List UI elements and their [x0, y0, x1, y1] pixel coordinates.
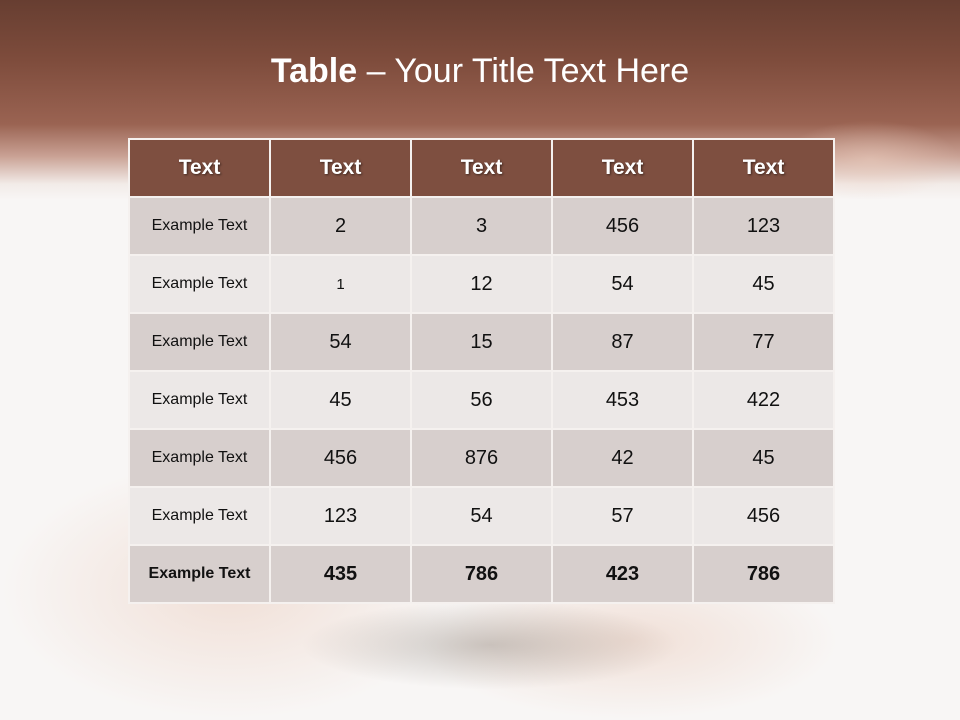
table-cell: 786: [692, 544, 835, 604]
table-cell: 57: [551, 486, 694, 546]
table-cell: 3: [410, 196, 553, 256]
row-label: Example Text: [128, 312, 271, 372]
table-cell: 54: [269, 312, 412, 372]
table-cell: 2: [269, 196, 412, 256]
row-label: Example Text: [128, 544, 271, 604]
row-label: Example Text: [128, 196, 271, 256]
table-cell: 45: [692, 254, 835, 314]
table-cell: 42: [551, 428, 694, 488]
table-row: Example Text 123 54 57 456: [128, 486, 835, 546]
table-cell: 77: [692, 312, 835, 372]
table-cell: 456: [551, 196, 694, 256]
table-cell: 453: [551, 370, 694, 430]
header-cell: Text: [410, 138, 553, 198]
table-cell: 123: [692, 196, 835, 256]
table-cell: 54: [410, 486, 553, 546]
table-row: Example Text 54 15 87 77: [128, 312, 835, 372]
table-cell: 15: [410, 312, 553, 372]
table-cell: 1: [269, 254, 412, 314]
table-cell: 56: [410, 370, 553, 430]
table-cell: 456: [269, 428, 412, 488]
data-table: Text Text Text Text Text Example Text 2 …: [128, 138, 835, 604]
table-cell: 45: [269, 370, 412, 430]
table-row: Example Text 456 876 42 45: [128, 428, 835, 488]
header-cell: Text: [692, 138, 835, 198]
row-label: Example Text: [128, 486, 271, 546]
table-cell: 123: [269, 486, 412, 546]
slide-title: Table – Your Title Text Here: [0, 52, 960, 91]
table-total-row: Example Text 435 786 423 786: [128, 544, 835, 604]
table-header-row: Text Text Text Text Text: [128, 138, 835, 198]
table-cell: 54: [551, 254, 694, 314]
table-cell: 423: [551, 544, 694, 604]
table-cell: 45: [692, 428, 835, 488]
table-cell: 786: [410, 544, 553, 604]
slide-title-bold: Table: [270, 52, 358, 90]
row-label: Example Text: [128, 428, 271, 488]
table-cell: 422: [692, 370, 835, 430]
table-row: Example Text 2 3 456 123: [128, 196, 835, 256]
table-row: Example Text 45 56 453 422: [128, 370, 835, 430]
table-cell: 12: [410, 254, 553, 314]
header-cell: Text: [269, 138, 412, 198]
row-label: Example Text: [128, 254, 271, 314]
header-cell: Text: [128, 138, 271, 198]
slide-title-rest: – Your Title Text Here: [357, 52, 690, 90]
table-cell: 87: [551, 312, 694, 372]
row-label: Example Text: [128, 370, 271, 430]
table-cell: 456: [692, 486, 835, 546]
table-cell: 435: [269, 544, 412, 604]
header-cell: Text: [551, 138, 694, 198]
background-plant-soil: [300, 600, 680, 690]
table-cell: 876: [410, 428, 553, 488]
table-row: Example Text 1 12 54 45: [128, 254, 835, 314]
